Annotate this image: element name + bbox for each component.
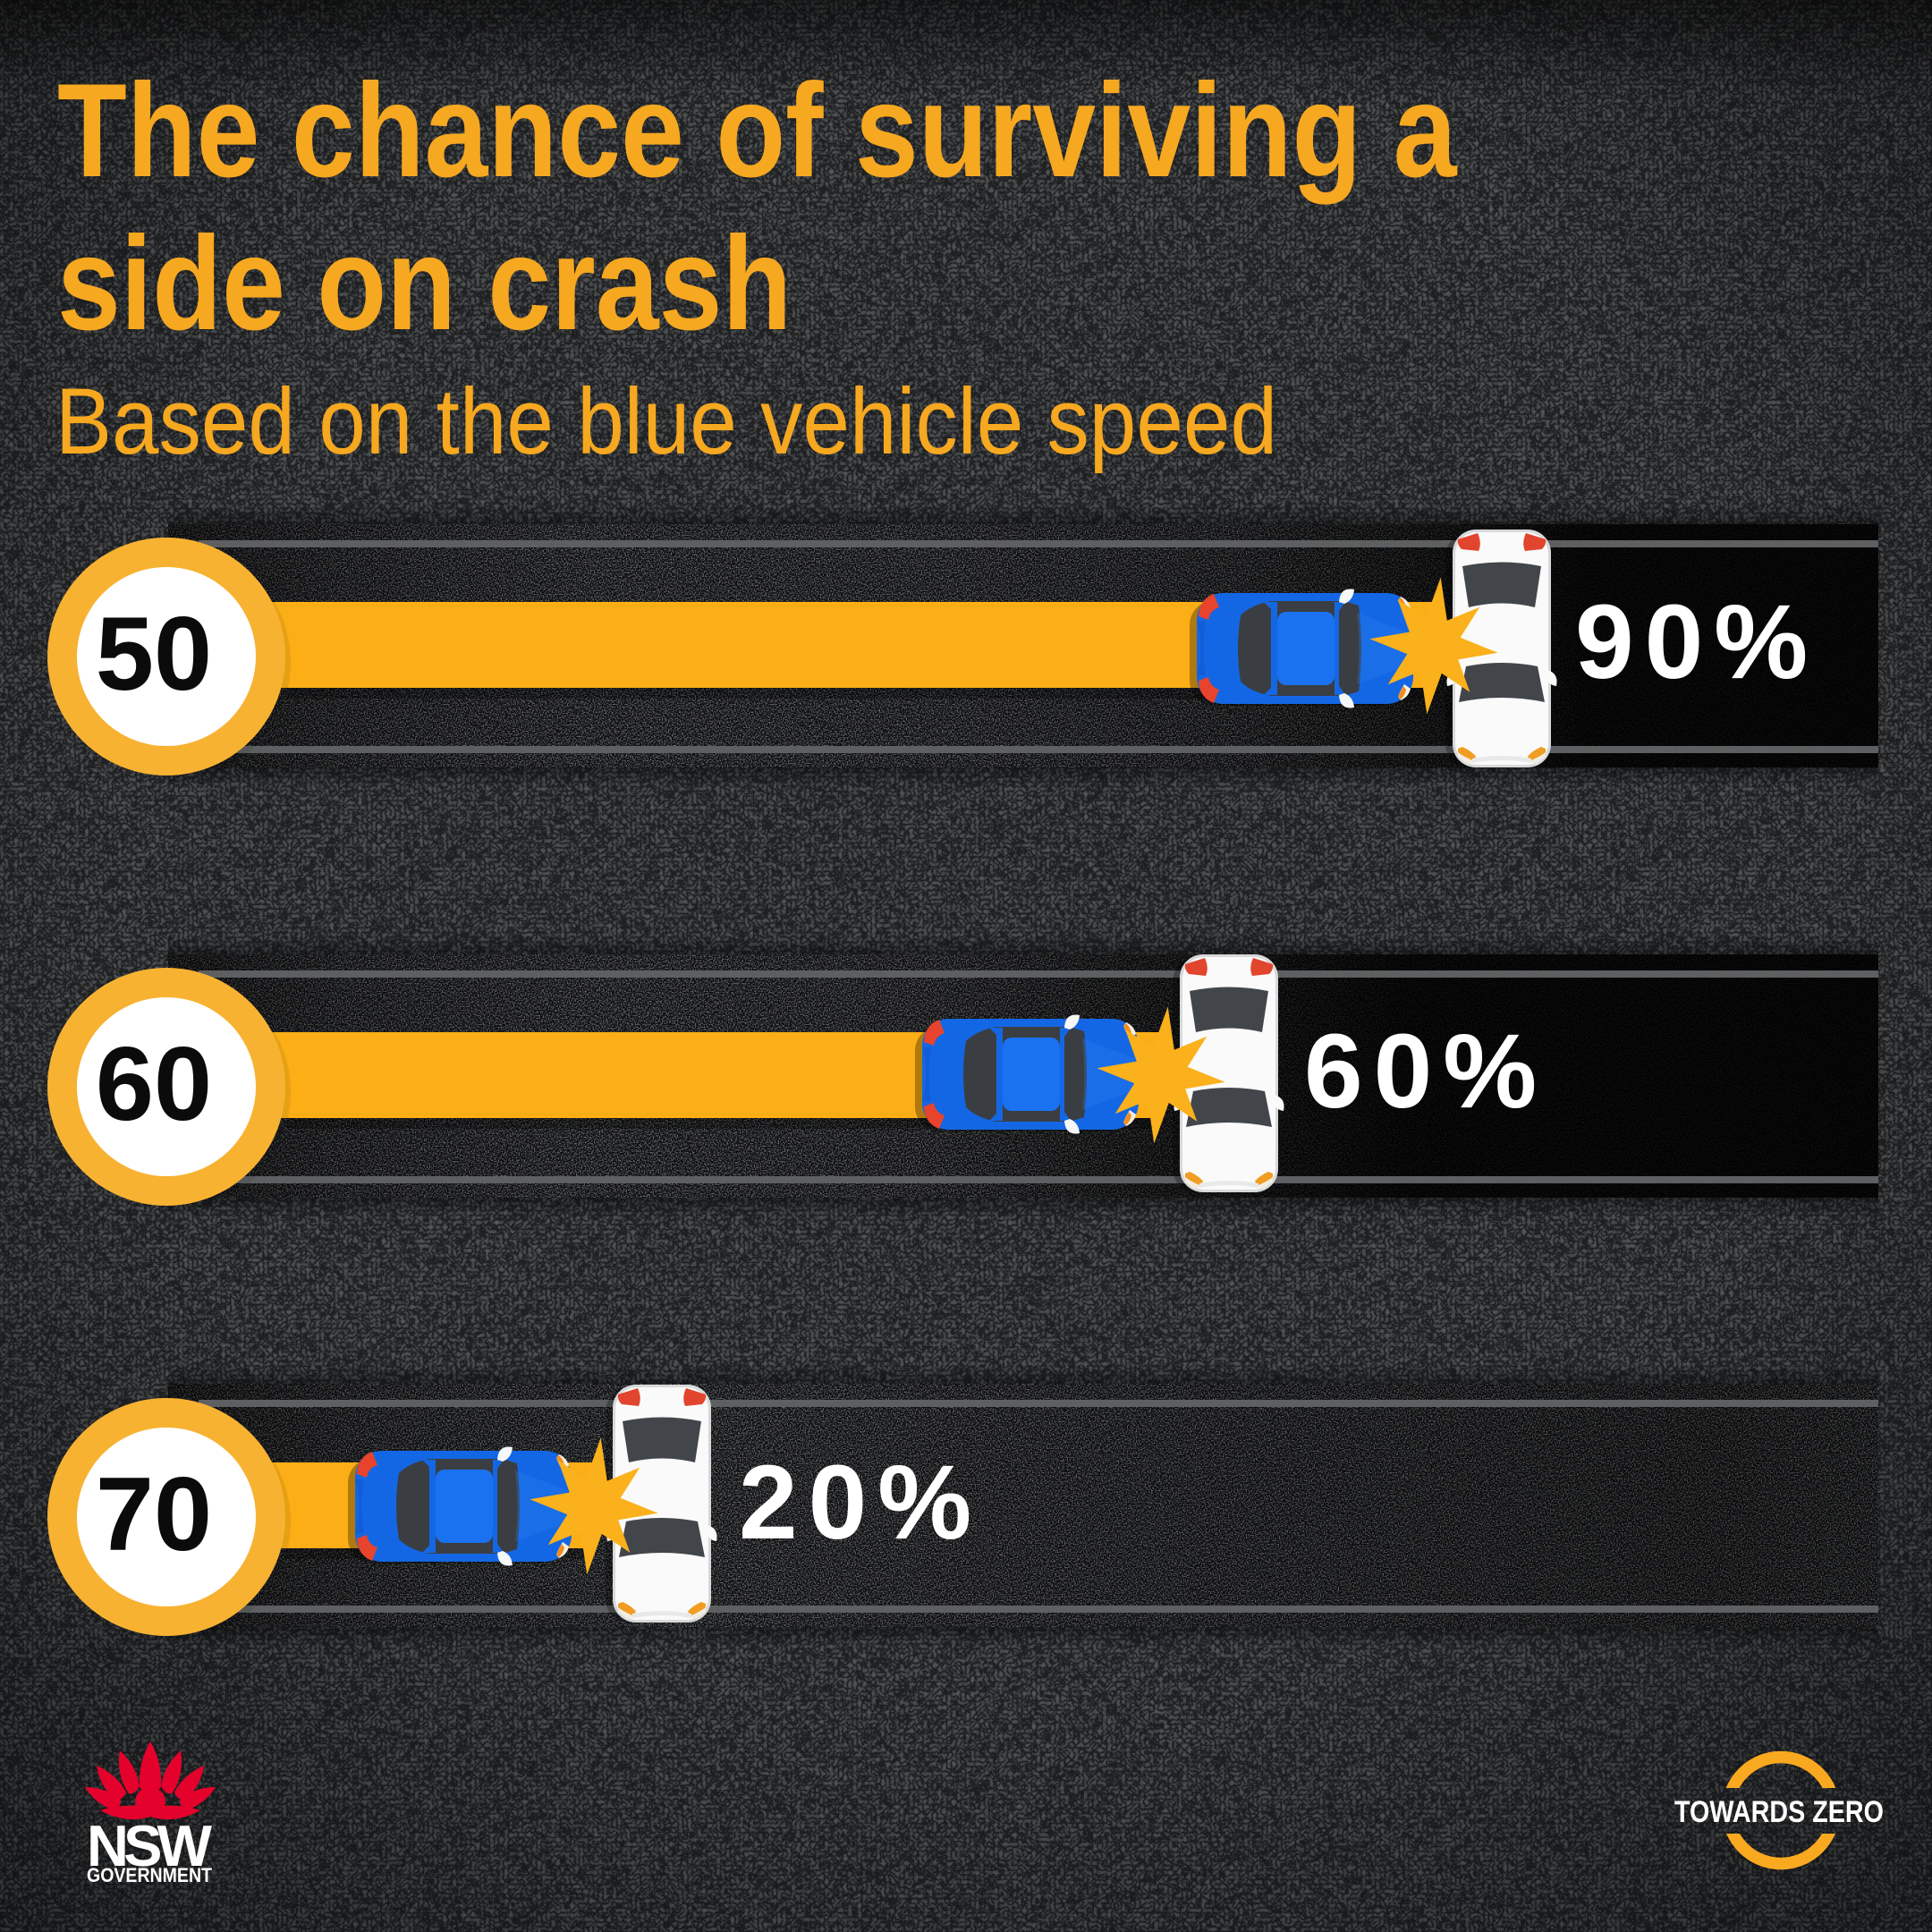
svg-text:NSW: NSW [87, 1813, 213, 1878]
svg-text:GOVERNMENT: GOVERNMENT [87, 1864, 212, 1886]
svg-text:TOWARDS ZERO: TOWARDS ZERO [1674, 1795, 1884, 1829]
